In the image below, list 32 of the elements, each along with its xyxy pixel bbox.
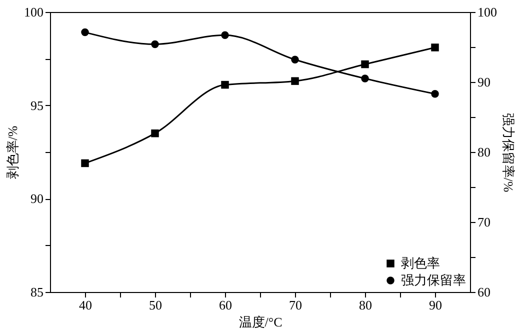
y2-axis-title: 强力保留率/% — [501, 112, 516, 192]
x-axis-title: 温度/°C — [238, 314, 282, 330]
y-tick-label: 100 — [24, 4, 44, 20]
x-tick-label: 90 — [429, 298, 442, 312]
y2-tick-label: 60 — [478, 284, 490, 300]
y2-tick-label: 90 — [478, 74, 490, 90]
point — [291, 77, 299, 85]
point — [291, 56, 299, 64]
y2-tick-label: 70 — [478, 214, 490, 230]
point — [361, 60, 369, 68]
x-tick-label: 50 — [149, 298, 162, 312]
point — [221, 31, 229, 39]
x-tick-label: 60 — [219, 298, 232, 312]
point — [431, 90, 439, 98]
point — [151, 129, 159, 138]
y-axis-title: 剥色率/% — [5, 126, 20, 180]
y-tick-label: 90 — [30, 191, 44, 206]
legend-label: 强力保留率 — [401, 272, 466, 288]
point — [361, 74, 369, 82]
point — [221, 80, 229, 89]
x-tick-label: 40 — [79, 298, 92, 312]
x-tick-label: 80 — [359, 298, 372, 312]
x-tick-label: 70 — [289, 298, 302, 312]
legend-label: 剥色率 — [401, 256, 440, 270]
y-tick-label: 85 — [30, 284, 44, 300]
point — [151, 40, 159, 48]
y2-tick-label: 100 — [478, 4, 497, 20]
y2-tick-label: 80 — [478, 144, 490, 160]
y-tick-label: 95 — [30, 98, 44, 113]
point — [81, 28, 89, 36]
point — [431, 44, 439, 52]
point — [81, 159, 89, 168]
